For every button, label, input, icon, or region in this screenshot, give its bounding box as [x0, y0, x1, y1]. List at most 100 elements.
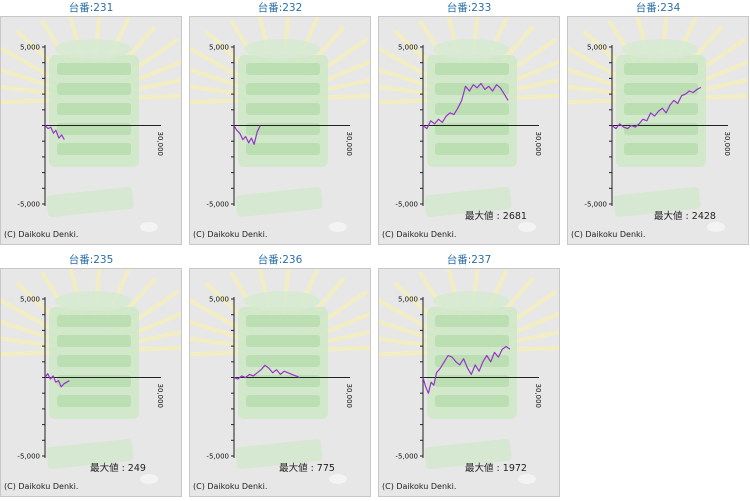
- chart-area: 5,000 -5,000 30,000 最大値 : 1972 (C) Daikoku D…: [378, 268, 560, 497]
- sun-ray: [190, 67, 246, 90]
- y-tick-label-top: 5,000: [20, 296, 40, 304]
- copyright-text: (C) Daikoku Denki.: [571, 230, 646, 239]
- series-line: [422, 82, 509, 130]
- machine-row-art: [435, 335, 509, 347]
- machine-row-art: [246, 335, 320, 347]
- sun-ray: [379, 84, 432, 96]
- ball-art: [518, 474, 536, 484]
- chart-title: 台番:233: [446, 2, 492, 14]
- panel-background-art: [379, 269, 559, 484]
- sun-ray: [317, 93, 370, 100]
- tray-art: [235, 186, 323, 218]
- chart-area: 5,000 -5,000 30,000 (C) Daikoku Denki.: [189, 16, 371, 245]
- chart-area: 5,000 -5,000 30,000 最大値 : 775 (C) Daikoku De…: [189, 268, 371, 497]
- ball-art: [140, 222, 158, 232]
- y-tick-label-bottom: -5,000: [206, 453, 229, 461]
- chart-svg: 5,000 -5,000 30,000: [190, 17, 370, 232]
- machine-row-art: [624, 123, 698, 135]
- machine-top-art: [433, 39, 509, 59]
- machine-row-art: [57, 355, 131, 367]
- machine-row-art: [57, 395, 131, 407]
- copyright-text: (C) Daikoku Denki.: [382, 482, 457, 491]
- sun-ray: [568, 84, 621, 96]
- machine-row-art: [246, 315, 320, 327]
- machine-row-art: [435, 63, 509, 75]
- y-tick-label-bottom: -5,000: [395, 453, 418, 461]
- tray-art: [613, 186, 701, 218]
- machine-row-art: [246, 103, 320, 115]
- chart-area: 5,000 -5,000 30,000 最大値 : 2681 (C) Daikoku D…: [378, 16, 560, 245]
- chart-panel: 台番:234 5,000 -5,000 30,000 最大値 : 2428 (C) Dai…: [567, 0, 749, 248]
- sun-ray: [127, 330, 181, 345]
- machine-top-art: [433, 291, 509, 311]
- chart-area: 5,000 -5,000 30,000 (C) Daikoku Denki.: [0, 16, 182, 245]
- sun-ray: [190, 98, 243, 105]
- y-tick-label-bottom: -5,000: [17, 453, 40, 461]
- panel-background-art: [1, 17, 181, 232]
- chart-svg: 5,000 -5,000 30,000: [379, 269, 559, 484]
- sun-ray: [190, 84, 243, 96]
- copyright-text: (C) Daikoku Denki.: [4, 482, 79, 491]
- series-line: [233, 364, 300, 380]
- copyright-text: (C) Daikoku Denki.: [193, 230, 268, 239]
- sun-ray: [506, 93, 559, 100]
- panel-background-art: [1, 269, 181, 484]
- tray-art: [46, 186, 134, 218]
- sun-ray: [316, 78, 370, 93]
- machine-row-art: [435, 315, 509, 327]
- tray-art: [46, 438, 134, 470]
- machine-row-art: [624, 143, 698, 155]
- chart-svg: 5,000 -5,000 30,000: [568, 17, 748, 232]
- machine-row-art: [57, 335, 131, 347]
- chart-area: 5,000 -5,000 30,000 最大値 : 249 (C) Daikoku De…: [0, 268, 182, 497]
- machine-top-art: [55, 291, 131, 311]
- machine-top-art: [244, 39, 320, 59]
- chart-title: 台番:234: [635, 2, 681, 14]
- x-tick-label: 30,000: [156, 132, 164, 157]
- machine-row-art: [57, 123, 131, 135]
- series-line: [44, 372, 70, 388]
- sun-ray: [379, 67, 435, 90]
- ball-art: [329, 474, 347, 484]
- sun-ray: [127, 78, 181, 93]
- series-line: [611, 86, 702, 130]
- y-tick-label-top: 5,000: [209, 44, 229, 52]
- chart-area: 5,000 -5,000 30,000 最大値 : 2428 (C) Daikoku D…: [567, 16, 749, 245]
- sun-ray: [190, 336, 243, 348]
- y-tick-label-bottom: -5,000: [17, 201, 40, 209]
- tray-art: [235, 438, 323, 470]
- sun-ray: [190, 319, 246, 342]
- machine-row-art: [246, 83, 320, 95]
- machine-row-art: [435, 123, 509, 135]
- machine-row-art: [246, 395, 320, 407]
- chart-svg: 5,000 -5,000 30,000: [1, 17, 181, 232]
- sun-ray: [506, 345, 559, 352]
- machine-row-art: [246, 355, 320, 367]
- sun-ray: [128, 93, 181, 100]
- machine-row-art: [624, 63, 698, 75]
- chart-panel: 台番:233 5,000 -5,000 30,000 最大値 : 2681 (C) Dai…: [378, 0, 560, 248]
- panel-background-art: [190, 269, 370, 484]
- sun-ray: [505, 78, 559, 93]
- machine-row-art: [624, 83, 698, 95]
- chart-panel: 台番:235 5,000 -5,000 30,000 最大値 : 249 (C) Daik…: [0, 252, 182, 500]
- sun-ray: [128, 345, 181, 352]
- chart-title: 台番:236: [257, 254, 303, 266]
- x-tick-label: 30,000: [723, 132, 731, 157]
- machine-row-art: [435, 395, 509, 407]
- machine-row-art: [57, 315, 131, 327]
- machine-top-art: [55, 39, 131, 59]
- ball-art: [329, 222, 347, 232]
- max-value-label: 最大値 : 775: [279, 463, 335, 474]
- sun-ray: [316, 330, 370, 345]
- copyright-text: (C) Daikoku Denki.: [382, 230, 457, 239]
- sun-ray: [695, 93, 748, 100]
- series-line: [422, 345, 511, 394]
- machine-row-art: [57, 103, 131, 115]
- x-tick-label: 30,000: [534, 132, 542, 157]
- y-tick-label-top: 5,000: [209, 296, 229, 304]
- max-value-label: 最大値 : 249: [90, 463, 146, 474]
- y-tick-label-top: 5,000: [398, 44, 418, 52]
- x-tick-label: 30,000: [534, 384, 542, 409]
- ball-art: [140, 474, 158, 484]
